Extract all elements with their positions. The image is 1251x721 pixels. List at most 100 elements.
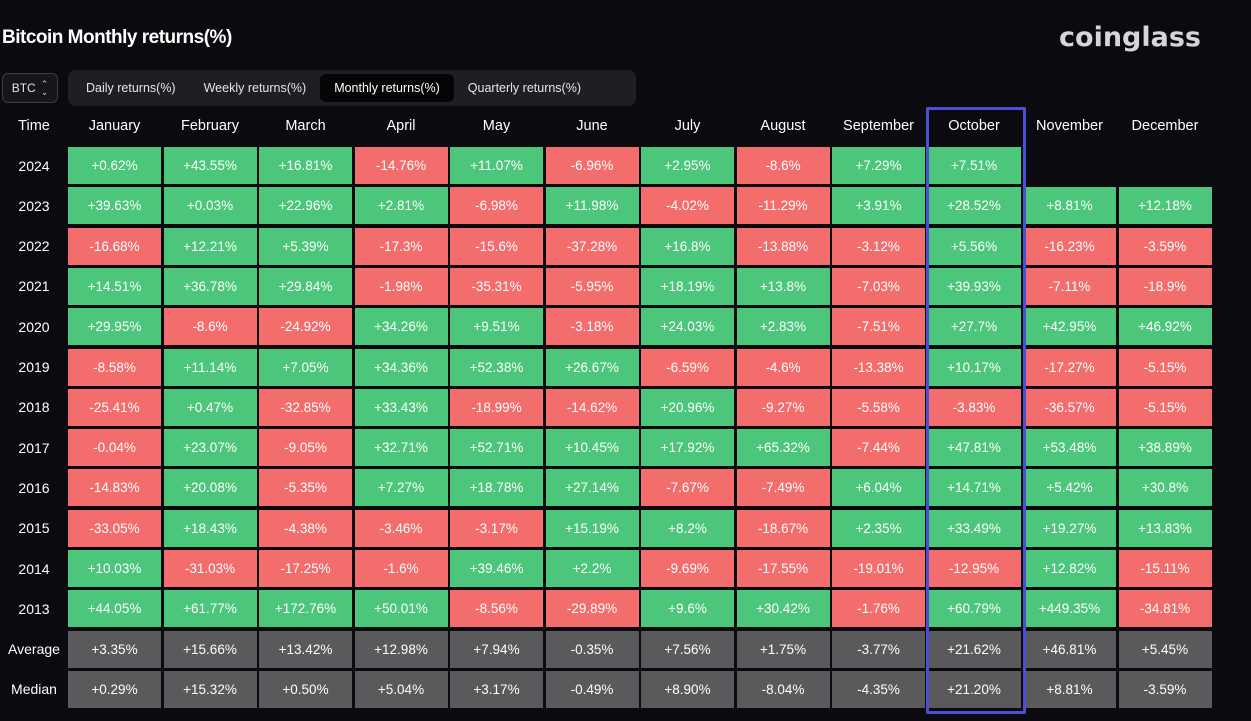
return-cell-average-april: +12.98% [354,630,448,668]
return-cell-2020-august: +2.83% [736,308,830,346]
return-cell-2022-november: -16.23% [1023,227,1116,265]
return-cell-2018-february: +0.47% [163,388,257,426]
column-header-june: June [576,118,608,134]
return-cell-2022-october: +5.56% [927,227,1021,265]
return-cell-2015-june: +15.19% [545,509,639,547]
return-cell-2014-november: +12.82% [1023,550,1116,587]
return-cell-median-september: -4.35% [832,670,925,708]
return-cell-2023-october: +28.52% [927,187,1021,225]
row-label-2020: 2020 [18,318,50,335]
return-cell-2020-june: -3.18% [545,308,639,346]
return-cell-2013-november: +449.35% [1023,590,1116,628]
return-cell-2016-april: +7.27% [354,469,448,507]
return-cell-2016-august: -7.49% [736,469,830,507]
row-label-2013: 2013 [18,600,50,617]
return-cell-average-september: -3.77% [832,630,925,668]
return-cell-2016-may: +18.78% [450,469,543,507]
return-cell-2014-october: -12.95% [927,550,1021,587]
return-cell-2022-march: +5.39% [259,227,352,265]
return-cell-median-august: -8.04% [736,670,830,708]
return-cell-2018-october: -3.83% [927,388,1021,426]
return-cell-2023-may: -6.98% [450,187,543,225]
return-cell-2016-march: -5.35% [259,469,352,507]
row-label-2024: 2024 [18,157,50,174]
return-cell-2018-july: +20.96% [641,388,734,426]
return-cell-2024-january: +0.62% [68,147,161,184]
return-cell-2014-january: +10.03% [68,550,161,587]
row-label-2016: 2016 [18,479,50,496]
return-cell-median-march: +0.50% [259,670,352,708]
column-header-february: February [180,118,240,134]
return-cell-2016-october: +14.71% [927,469,1021,507]
return-cell-2019-january: -8.58% [68,348,161,386]
return-cell-2021-november: -7.11% [1023,267,1116,305]
column-header-september: September [843,118,914,134]
brand-logo: coinglass [1059,22,1201,53]
column-header-august: August [760,118,806,134]
column-header-december: December [1131,118,1199,134]
return-cell-median-may: +3.17% [450,670,543,708]
return-cell-2019-april: +34.36% [354,348,448,386]
return-cell-2021-may: -35.31% [450,267,543,305]
return-cell-average-march: +13.42% [259,630,352,668]
return-cell-median-july: +8.90% [641,670,734,708]
return-cell-2013-may: -8.56% [450,590,543,628]
asset-select-value: BTC [11,81,36,95]
return-cell-2018-december: -5.15% [1118,388,1212,426]
return-cell-2021-september: -7.03% [832,267,925,305]
return-cell-2016-june: +27.14% [545,469,639,507]
return-cell-2022-august: -13.88% [736,227,830,265]
return-cell-2014-july: -9.69% [641,550,734,587]
return-cell-average-november: +46.81% [1023,630,1116,668]
asset-select[interactable]: BTC ⌃ ⌄ [2,73,58,103]
column-header-january: January [88,118,141,134]
return-cell-2018-august: -9.27% [736,388,830,426]
tab-daily-returns[interactable]: Daily returns(%) [86,81,176,95]
return-cell-2023-november: +8.81% [1023,187,1116,225]
return-cell-2022-april: -17.3% [354,227,448,265]
return-cell-2021-april: -1.98% [354,267,448,305]
column-header-may: May [482,118,511,134]
return-cell-2017-may: +52.71% [450,429,543,467]
return-cell-2017-february: +23.07% [163,429,257,467]
table-header-row: Time January February March April May June Jul… [0,112,1251,140]
row-label-2018: 2018 [18,399,50,416]
return-cell-2015-november: +19.27% [1023,509,1116,547]
return-cell-2013-march: +172.76% [259,590,352,628]
return-cell-2018-march: -32.85% [259,388,352,426]
return-cell-median-december: -3.59% [1118,670,1212,708]
return-cell-2013-september: -1.76% [832,590,925,628]
return-cell-2019-march: +7.05% [259,348,352,386]
return-cell-2018-june: -14.62% [545,388,639,426]
return-cell-2021-december: -18.9% [1118,267,1212,305]
return-cell-2013-june: -29.89% [545,590,639,628]
return-cell-2021-october: +39.93% [927,267,1021,305]
return-cell-2014-september: -19.01% [832,550,925,587]
return-cell-median-june: -0.49% [545,670,639,708]
return-cell-2016-january: -14.83% [68,469,161,507]
return-cell-2022-september: -3.12% [832,227,925,265]
return-cell-2014-march: -17.25% [259,550,352,587]
return-cell-2023-january: +39.63% [68,187,161,225]
return-cell-2017-january: -0.04% [68,429,161,467]
row-label-2019: 2019 [18,359,50,375]
return-cell-2022-december: -3.59% [1118,227,1212,265]
return-cell-2017-august: +65.32% [736,429,830,467]
tab-monthly-returns[interactable]: Monthly returns(%) [320,74,454,102]
return-cell-2024-october: +7.51% [927,147,1021,184]
return-cell-2020-april: +34.26% [354,308,448,346]
row-label-2022: 2022 [18,238,50,255]
return-cell-2022-may: -15.6% [450,227,543,265]
column-header-october: October [948,118,1000,134]
return-cell-2024-april: -14.76% [354,147,448,184]
return-cell-2019-may: +52.38% [450,348,543,386]
return-cell-2015-july: +8.2% [641,509,734,547]
tab-weekly-returns[interactable]: Weekly returns(%) [203,81,307,95]
column-header-april: April [386,118,416,134]
return-cell-2017-june: +10.45% [545,429,639,467]
tab-quarterly-returns[interactable]: Quarterly returns(%) [467,81,582,95]
return-cell-2019-august: -4.6% [736,348,830,386]
return-cell-average-february: +15.66% [163,630,257,668]
return-cell-2013-april: +50.01% [354,590,448,628]
return-cell-2016-february: +20.08% [163,469,257,507]
